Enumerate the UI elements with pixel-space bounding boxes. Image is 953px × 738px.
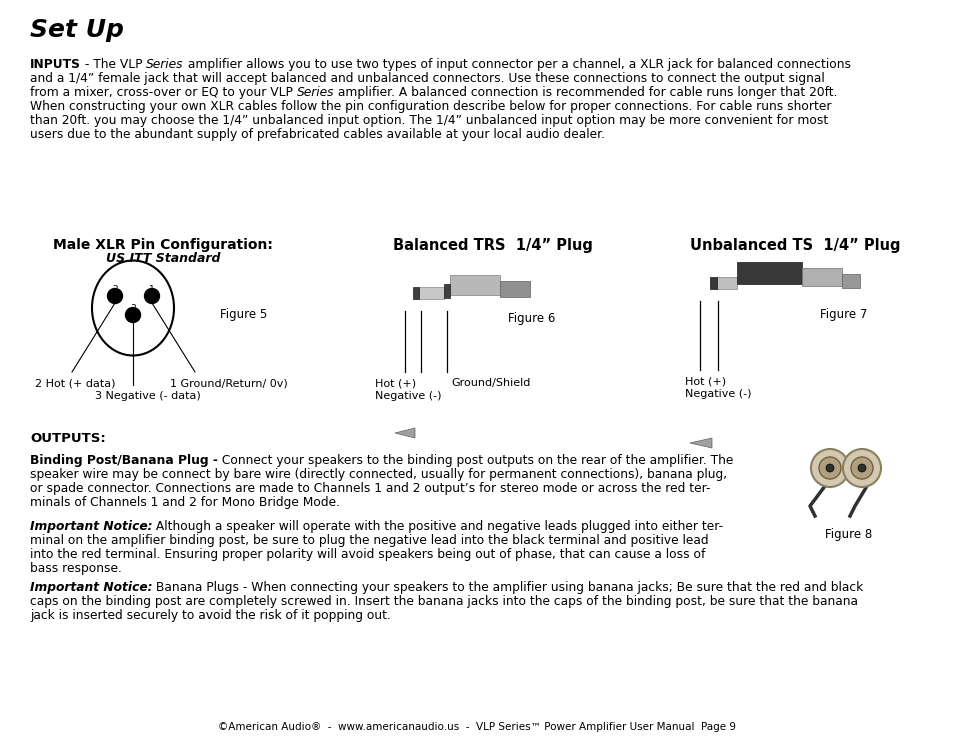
Text: 1: 1	[149, 285, 154, 294]
Text: Figure 8: Figure 8	[824, 528, 871, 541]
Bar	[841, 274, 859, 288]
Text: US ITT Standard: US ITT Standard	[106, 252, 220, 265]
Text: minals of Channels 1 and 2 for Mono Bridge Mode.: minals of Channels 1 and 2 for Mono Brid…	[30, 496, 339, 509]
Text: INPUTS: INPUTS	[30, 58, 81, 71]
Text: amplifier. A balanced connection is recommended for cable runs longer that 20ft.: amplifier. A balanced connection is reco…	[334, 86, 837, 99]
Text: Although a speaker will operate with the positive and negative leads plugged int: Although a speaker will operate with the…	[152, 520, 723, 533]
Text: and a 1/4” female jack that will accept balanced and unbalanced connectors. Use : and a 1/4” female jack that will accept …	[30, 72, 824, 85]
Text: Connect your speakers to the binding post outputs on the rear of the amplifier. : Connect your speakers to the binding pos…	[217, 454, 733, 467]
Text: Binding Post/Banana Plug -: Binding Post/Banana Plug -	[30, 454, 217, 467]
Text: into the red terminal. Ensuring proper polarity will avoid speakers being out of: into the red terminal. Ensuring proper p…	[30, 548, 704, 561]
Text: amplifier allows you to use two types of input connector per a channel, a XLR ja: amplifier allows you to use two types of…	[184, 58, 850, 71]
Text: Negative (-): Negative (-)	[375, 391, 441, 401]
Text: Negative (-): Negative (-)	[684, 389, 751, 399]
Bar	[418, 287, 443, 299]
Text: Unbalanced TS  1/4” Plug: Unbalanced TS 1/4” Plug	[689, 238, 900, 253]
Text: Figure 7: Figure 7	[820, 308, 866, 321]
Text: from a mixer, cross-over or EQ to your VLP: from a mixer, cross-over or EQ to your V…	[30, 86, 296, 99]
Bar	[737, 262, 801, 284]
Text: 2: 2	[112, 285, 117, 294]
Text: Figure 5: Figure 5	[220, 308, 267, 321]
Text: 3 Negative (- data): 3 Negative (- data)	[95, 391, 200, 401]
Text: Figure 6: Figure 6	[507, 312, 555, 325]
Circle shape	[842, 449, 880, 487]
Text: Hot (+): Hot (+)	[684, 376, 725, 386]
Text: Important Notice:: Important Notice:	[30, 581, 152, 594]
Polygon shape	[689, 438, 711, 448]
Circle shape	[144, 289, 159, 303]
Circle shape	[857, 464, 865, 472]
Text: ©American Audio®  -  www.americanaudio.us  -  VLP Series™ Power Amplifier User M: ©American Audio® - www.americanaudio.us …	[218, 722, 735, 732]
Bar	[450, 275, 499, 295]
Polygon shape	[395, 428, 415, 438]
Circle shape	[810, 449, 848, 487]
Bar	[801, 268, 841, 286]
Circle shape	[850, 457, 872, 479]
Bar	[709, 277, 717, 289]
Circle shape	[126, 308, 140, 323]
Text: Male XLR Pin Configuration:: Male XLR Pin Configuration:	[53, 238, 273, 252]
Text: or spade connector. Connections are made to Channels 1 and 2 output’s for stereo: or spade connector. Connections are made…	[30, 482, 710, 495]
Text: users due to the abundant supply of prefabricated cables available at your local: users due to the abundant supply of pref…	[30, 128, 604, 141]
Text: minal on the amplifier binding post, be sure to plug the negative lead into the : minal on the amplifier binding post, be …	[30, 534, 708, 547]
Text: than 20ft. you may choose the 1/4” unbalanced input option. The 1/4” unbalanced : than 20ft. you may choose the 1/4” unbal…	[30, 114, 827, 127]
Bar	[443, 284, 450, 298]
Bar	[717, 277, 737, 289]
Text: 2 Hot (+ data): 2 Hot (+ data)	[35, 378, 115, 388]
Bar	[413, 287, 418, 299]
Text: Series: Series	[146, 58, 184, 71]
Text: Set Up: Set Up	[30, 18, 124, 42]
Text: speaker wire may be connect by bare wire (directly connected, usually for perman: speaker wire may be connect by bare wire…	[30, 468, 726, 481]
Text: Hot (+): Hot (+)	[375, 378, 416, 388]
Text: bass response.: bass response.	[30, 562, 122, 575]
Circle shape	[825, 464, 833, 472]
Text: 3: 3	[130, 304, 135, 313]
Text: Balanced TRS  1/4” Plug: Balanced TRS 1/4” Plug	[393, 238, 593, 253]
Text: jack is inserted securely to avoid the risk of it popping out.: jack is inserted securely to avoid the r…	[30, 609, 391, 622]
Text: Important Notice:: Important Notice:	[30, 520, 152, 533]
Text: Ground/Shield: Ground/Shield	[451, 378, 530, 388]
Text: 1 Ground/Return/ 0v): 1 Ground/Return/ 0v)	[170, 378, 288, 388]
Text: When constructing your own XLR cables follow the pin configuration describe belo: When constructing your own XLR cables fo…	[30, 100, 831, 113]
Circle shape	[818, 457, 841, 479]
Bar	[499, 281, 530, 297]
Text: - The VLP: - The VLP	[81, 58, 146, 71]
Text: Banana Plugs - When connecting your speakers to the amplifier using banana jacks: Banana Plugs - When connecting your spea…	[152, 581, 862, 594]
Text: caps on the binding post are completely screwed in. Insert the banana jacks into: caps on the binding post are completely …	[30, 595, 857, 608]
Circle shape	[108, 289, 122, 303]
Text: OUTPUTS:: OUTPUTS:	[30, 432, 106, 445]
Text: Series: Series	[296, 86, 334, 99]
